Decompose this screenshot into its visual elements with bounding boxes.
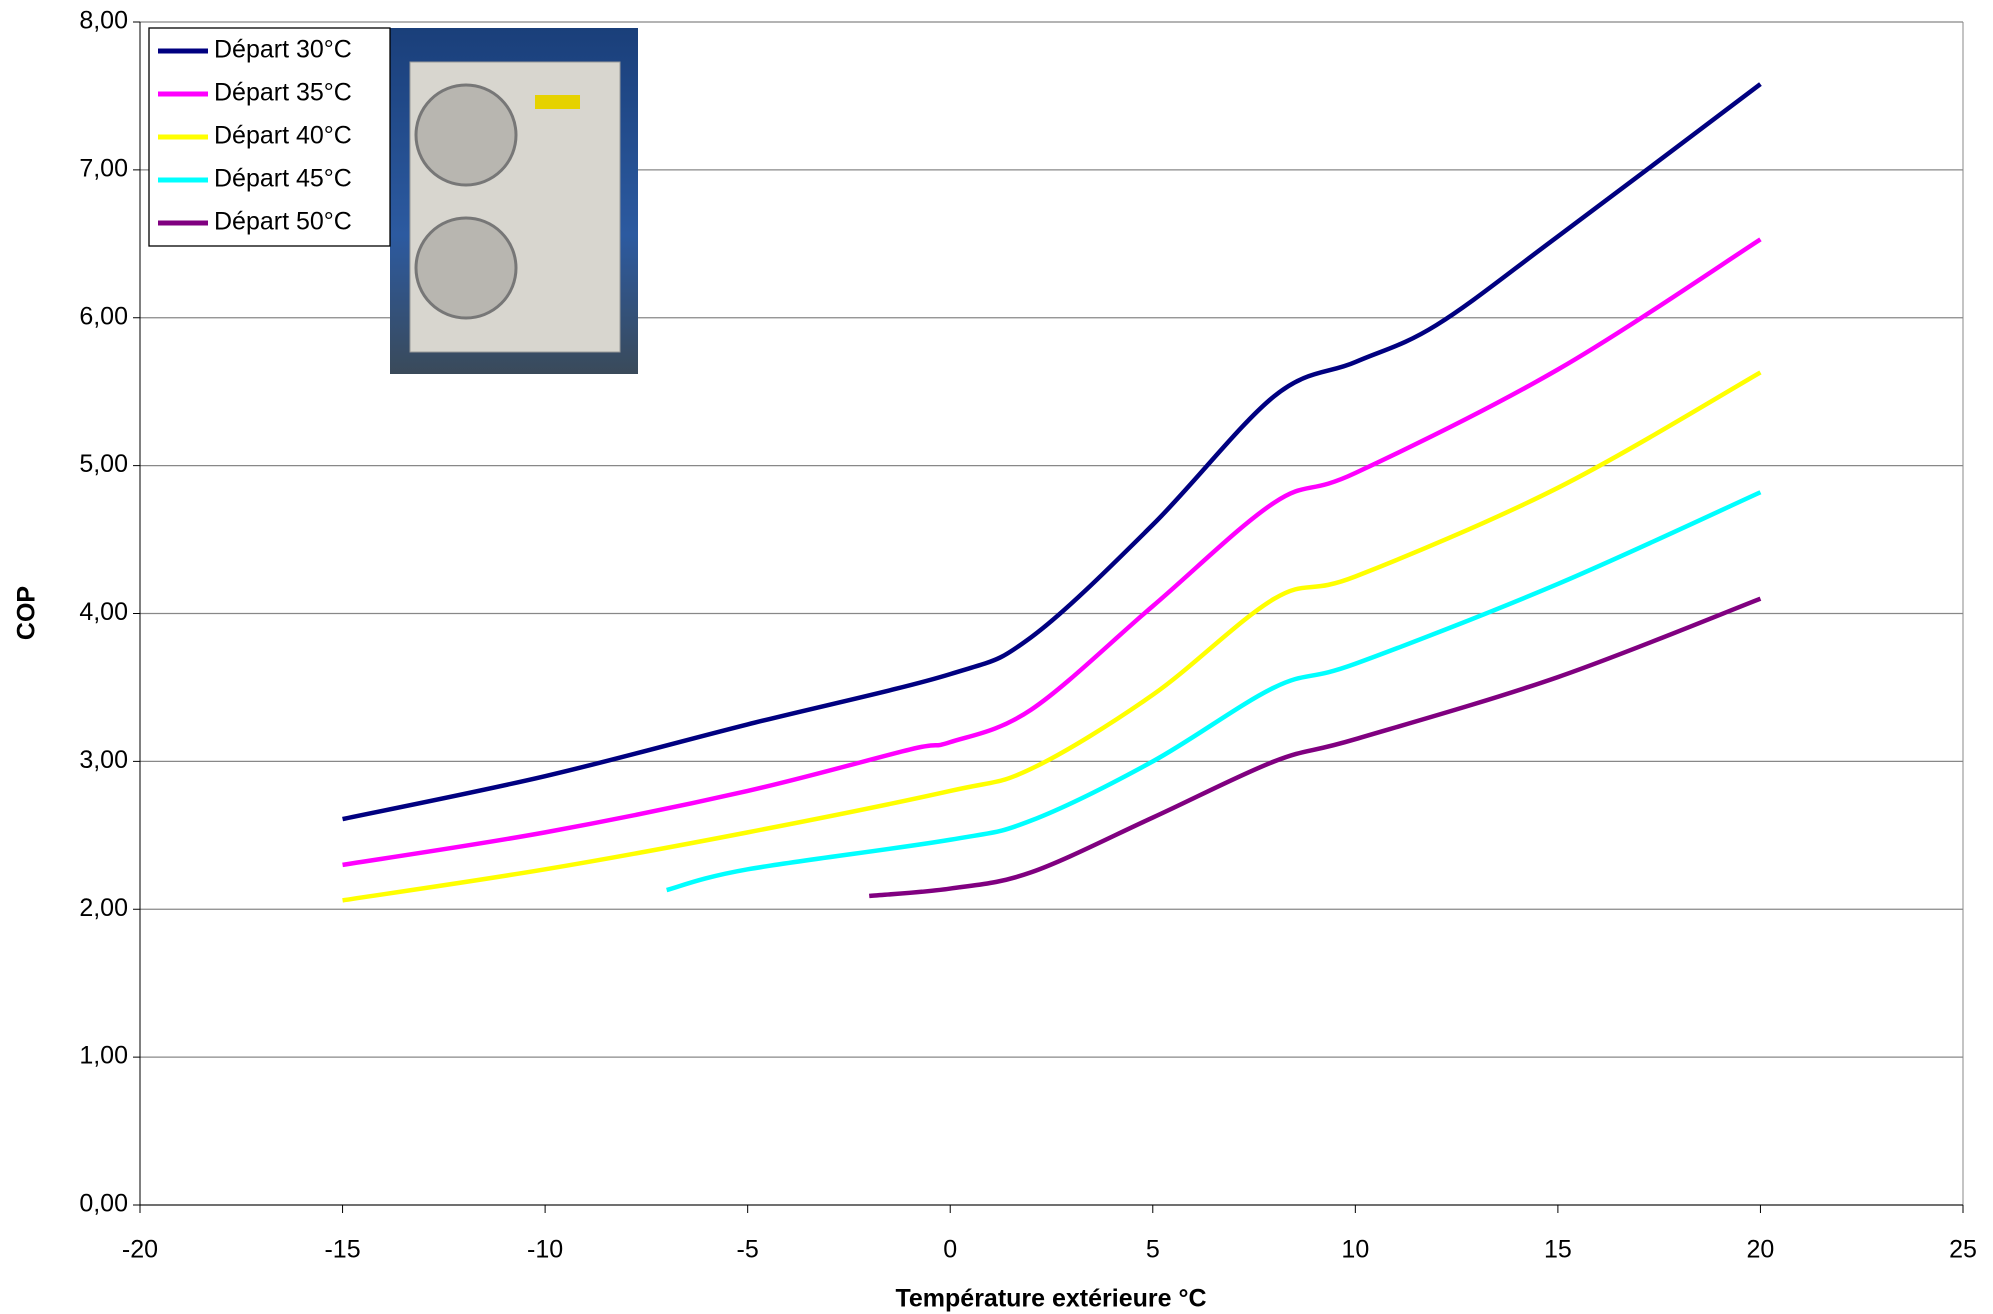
data-line [342, 237, 1762, 868]
y-tick-label: 0,00 [79, 1190, 128, 1218]
y-axis-title: COP [13, 586, 41, 640]
legend-label: Départ 30°C [214, 36, 352, 64]
x-tick-label: -15 [324, 1236, 360, 1264]
x-tick-label: 10 [1341, 1236, 1369, 1264]
x-tick-label: 25 [1949, 1236, 1977, 1264]
x-tick-label: 0 [943, 1236, 957, 1264]
y-tick-label: 3,00 [79, 746, 128, 774]
x-tick-label: -20 [122, 1236, 158, 1264]
x-axis-title: Température extérieure °C [895, 1285, 1206, 1313]
x-tick-label: 20 [1747, 1236, 1775, 1264]
y-tick-label: 6,00 [79, 302, 128, 330]
data-line [342, 370, 1762, 903]
product-photo [390, 28, 638, 374]
y-tick-label: 2,00 [79, 894, 128, 922]
legend-label: Départ 45°C [214, 165, 352, 193]
data-line [868, 596, 1762, 899]
legend: Départ 30°C Départ 35°C Départ 40°C Départ … [148, 27, 391, 247]
x-tick-label: 5 [1146, 1236, 1160, 1264]
legend-label: Départ 35°C [214, 79, 352, 107]
y-tick-label: 7,00 [79, 154, 128, 182]
x-tick-label: -5 [737, 1236, 759, 1264]
y-tick-label: 8,00 [79, 7, 128, 35]
plot-area: 0,00 1,00 2,00 3,00 4,00 5,00 6,00 7,00 8,00 -20 -… [79, 7, 1977, 1264]
y-tick-label: 1,00 [79, 1042, 128, 1070]
y-tick-label: 4,00 [79, 598, 128, 626]
x-tick-label: 15 [1544, 1236, 1572, 1264]
legend-label: Départ 50°C [214, 208, 352, 236]
data-line [666, 490, 1762, 893]
y-tick-label: 5,00 [79, 450, 128, 478]
data-line [342, 82, 1762, 822]
legend-label: Départ 40°C [214, 122, 352, 150]
x-tick-label: -10 [527, 1236, 563, 1264]
